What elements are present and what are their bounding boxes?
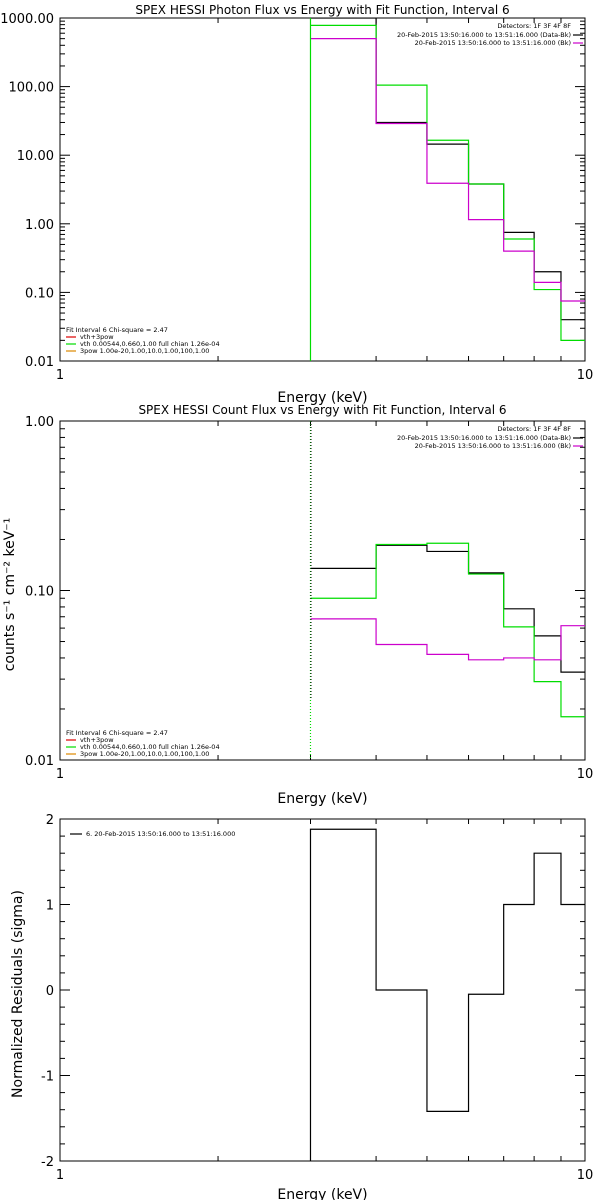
fit-legend-label: 3pow 1.00e-20,1.00,10.0,1.00,100,1.00 [80,347,209,355]
y-tick-label: 1.00 [25,218,54,233]
series-line-2 [310,542,585,718]
y-tick-label: 0 [46,984,54,999]
y-tick-label: 10.00 [17,149,54,164]
y-tick-label: 1.00 [25,415,54,430]
x-tick-label: 10 [577,1168,594,1183]
x-tick-label: 1 [56,1168,64,1183]
chart-title: SPEX HESSI Photon Flux vs Energy with Fi… [135,3,509,17]
chart-title: SPEX HESSI Count Flux vs Energy with Fit… [138,403,506,417]
chart-panel-3: 1 10 -2 -1 0 1 2 Energy (keV) Normalized Residua… [10,813,593,1200]
legend-header: Detectors: 1F 3F 4F 8F [497,425,571,433]
fit-legend-label: vth 0.00544,0.660,1.00 full chian 1.26e-… [80,743,220,751]
series-line-3 [310,618,585,661]
x-axis-label: Energy (keV) [277,1187,367,1200]
y-tick-label: 0.10 [25,286,54,301]
y-tick-label: 1 [46,899,54,914]
fit-legend-label: vth 0.00544,0.660,1.00 full chian 1.26e-… [80,340,220,348]
legend-label: 20-Feb-2015 13:50:16.000 to 13:51:16.000… [397,31,571,39]
series-line-2 [310,24,585,341]
series-line-3 [310,38,585,302]
y-tick-label: -2 [41,1155,54,1170]
y-axis-label: Normalized Residuals (sigma) [10,890,26,1098]
series-group [309,18,585,361]
fit-legend-header: Fit Interval 6 Chi-square = 2.47 [66,729,168,737]
y-axis-label: counts s⁻¹ cm⁻² keV⁻¹ [2,518,18,672]
x-tick-label: 10 [577,767,594,782]
x-tick-label: 10 [577,368,594,383]
plot-frame [59,420,586,761]
series-line-1 [310,544,585,673]
legend-header: Detectors: 1F 3F 4F 8F [497,22,571,30]
series-group [309,828,585,1161]
legend-label: 20-Feb-2015 13:50:16.000 to 13:51:16.000… [415,442,571,450]
y-tick-label: 100.00 [9,81,55,96]
series-group [309,421,585,760]
series-line-1 [309,828,585,1161]
legend-label: 20-Feb-2015 13:50:16.000 to 13:51:16.000… [415,39,571,47]
x-axis-label: Energy (keV) [277,390,367,406]
legend-label: 6. 20-Feb-2015 13:50:16.000 to 13:51:16.… [86,830,235,838]
y-tick-label: -1 [41,1070,54,1085]
legend-label: 20-Feb-2015 13:50:16.000 to 13:51:16.000… [397,434,571,442]
chart-panel-2: SPEX HESSI Count Flux vs Energy with Fit… [2,403,593,807]
fit-legend-label: vth+3pow [80,333,114,341]
fit-legend-label: vth+3pow [80,736,114,744]
plot-frame [59,818,586,1162]
y-tick-label: 1000.00 [0,12,54,27]
chart-panel-1: SPEX HESSI Photon Flux vs Energy with Fi… [0,3,593,406]
fit-legend-label: 3pow 1.00e-20,1.00,10.0,1.00,100,1.00 [80,750,209,758]
y-tick-label: 0.01 [25,754,54,769]
fit-legend-header: Fit Interval 6 Chi-square = 2.47 [66,326,168,334]
y-tick-label: 0.10 [25,585,54,600]
x-tick-label: 1 [56,767,64,782]
y-tick-label: 2 [46,813,54,828]
series-line-1 [310,18,585,321]
x-axis-label: Energy (keV) [277,791,367,807]
y-tick-label: 0.01 [25,355,54,370]
x-tick-label: 1 [56,368,64,383]
plot-frame [59,17,586,362]
